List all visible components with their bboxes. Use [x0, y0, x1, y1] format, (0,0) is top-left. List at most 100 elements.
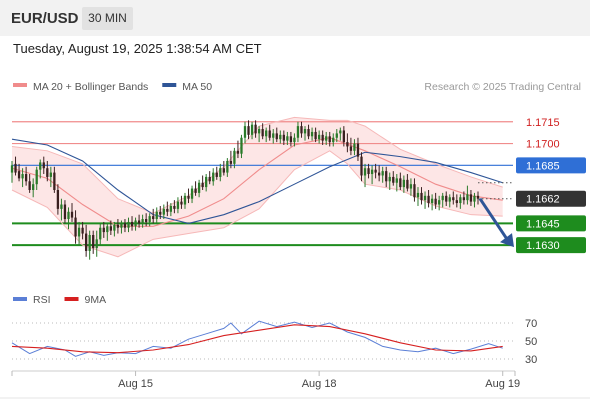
bollinger-upper-line: [11, 116, 503, 214]
candle-body: [173, 205, 176, 209]
candle-body: [46, 168, 49, 177]
legend-label-1: MA 50: [182, 81, 212, 93]
candle-body: [328, 136, 331, 143]
candle-body: [10, 165, 14, 173]
candle-body: [240, 137, 243, 154]
candle-body: [116, 224, 120, 228]
ma50-line: [11, 138, 503, 224]
candle-body: [247, 126, 250, 135]
candle-body: [134, 220, 137, 227]
candle-body: [279, 134, 282, 140]
candle-body: [56, 190, 60, 209]
candle-body: [402, 179, 406, 188]
last-price-tag: [516, 190, 586, 207]
candle-body: [84, 233, 88, 251]
candle-body: [469, 194, 473, 202]
candle-body: [95, 239, 98, 249]
candle-body: [342, 130, 345, 143]
x-tick-label-0: Aug 15: [118, 378, 153, 390]
chart-datetime: Tuesday, August 19, 2025 1:38:54 AM CET: [13, 41, 262, 56]
candle-body: [307, 129, 310, 137]
candle-body: [378, 172, 381, 176]
rsi-line: [11, 320, 503, 357]
level-tag-4: [516, 237, 586, 254]
timeframe-badge[interactable]: 30 MIN: [82, 7, 133, 30]
chart-header: EUR/USD 30 MIN: [0, 0, 590, 36]
candle-body: [296, 126, 300, 138]
candle-body: [233, 150, 236, 164]
candle-body: [321, 134, 324, 141]
candle-body: [109, 226, 112, 231]
candle-body: [42, 162, 45, 169]
candle-body: [388, 176, 391, 182]
level-label-1: 1.1700: [526, 139, 560, 151]
level-label-3: 1.1645: [526, 218, 560, 230]
symbol-label: EUR/USD: [11, 10, 79, 27]
candle-body: [441, 195, 444, 201]
candle-body: [370, 169, 374, 175]
candle-body: [265, 130, 268, 137]
candle-body: [208, 176, 211, 182]
candle-body: [187, 195, 190, 199]
level-tag-3: [516, 215, 586, 232]
rsi-legend-swatch-0: [13, 297, 27, 301]
candle-body: [452, 197, 455, 201]
candle-body: [325, 136, 328, 141]
x-tick-label-2: Aug 19: [485, 378, 520, 390]
candle-body: [205, 176, 208, 188]
level-label-4: 1.1630: [526, 240, 560, 252]
candle-body: [250, 124, 254, 135]
legend-swatch-1: [162, 83, 177, 87]
candle-body: [229, 160, 233, 164]
candle-body: [275, 133, 278, 140]
candle-body: [123, 223, 127, 228]
level-label-2: 1.1685: [526, 160, 560, 172]
rsi-legend-swatch-1: [64, 297, 79, 301]
level-label-0: 1.1715: [526, 117, 560, 129]
candle-body: [300, 126, 303, 134]
candle-body: [74, 217, 77, 237]
candle-body: [145, 219, 148, 222]
candle-body: [434, 198, 437, 205]
candle-body: [476, 195, 480, 199]
candle-body: [180, 201, 183, 205]
rsi-ma9-line: [11, 324, 503, 354]
candle-body: [77, 227, 81, 237]
candle-body: [162, 208, 165, 215]
candle-body: [92, 235, 95, 249]
candle-body: [254, 124, 257, 134]
candle-body: [169, 205, 173, 212]
candle-body: [194, 188, 197, 193]
candle-body: [374, 169, 377, 173]
candle-body: [399, 178, 402, 188]
candle-body: [392, 176, 395, 183]
candle-body: [39, 162, 42, 170]
candle-body: [314, 131, 317, 140]
candle-body: [385, 171, 388, 182]
ma20-line: [11, 137, 503, 227]
candle-body: [155, 211, 158, 220]
legend-label-0: MA 20 + Bollinger Bands: [33, 81, 148, 93]
candle-body: [360, 156, 363, 176]
candle-body: [159, 211, 162, 215]
candle-body: [261, 129, 264, 137]
candle-body: [335, 133, 338, 138]
candle-body: [63, 204, 67, 220]
level-tag-2: [516, 157, 586, 174]
candle-body: [106, 226, 109, 233]
candle-body: [35, 169, 38, 185]
candle-body: [24, 174, 28, 182]
candle-body: [67, 211, 70, 220]
candle-body: [81, 227, 84, 234]
candle-body: [438, 200, 441, 205]
candle-body: [353, 143, 356, 151]
candle-body: [409, 184, 413, 189]
rsi-legend-label-0: RSI: [33, 294, 51, 306]
candle-body: [219, 168, 222, 177]
candle-body: [268, 130, 271, 138]
candle-body: [183, 195, 187, 205]
last-price-label: 1.1662: [526, 194, 560, 206]
candle-body: [32, 184, 35, 190]
candle-body: [21, 174, 24, 179]
candle-body: [176, 201, 180, 209]
